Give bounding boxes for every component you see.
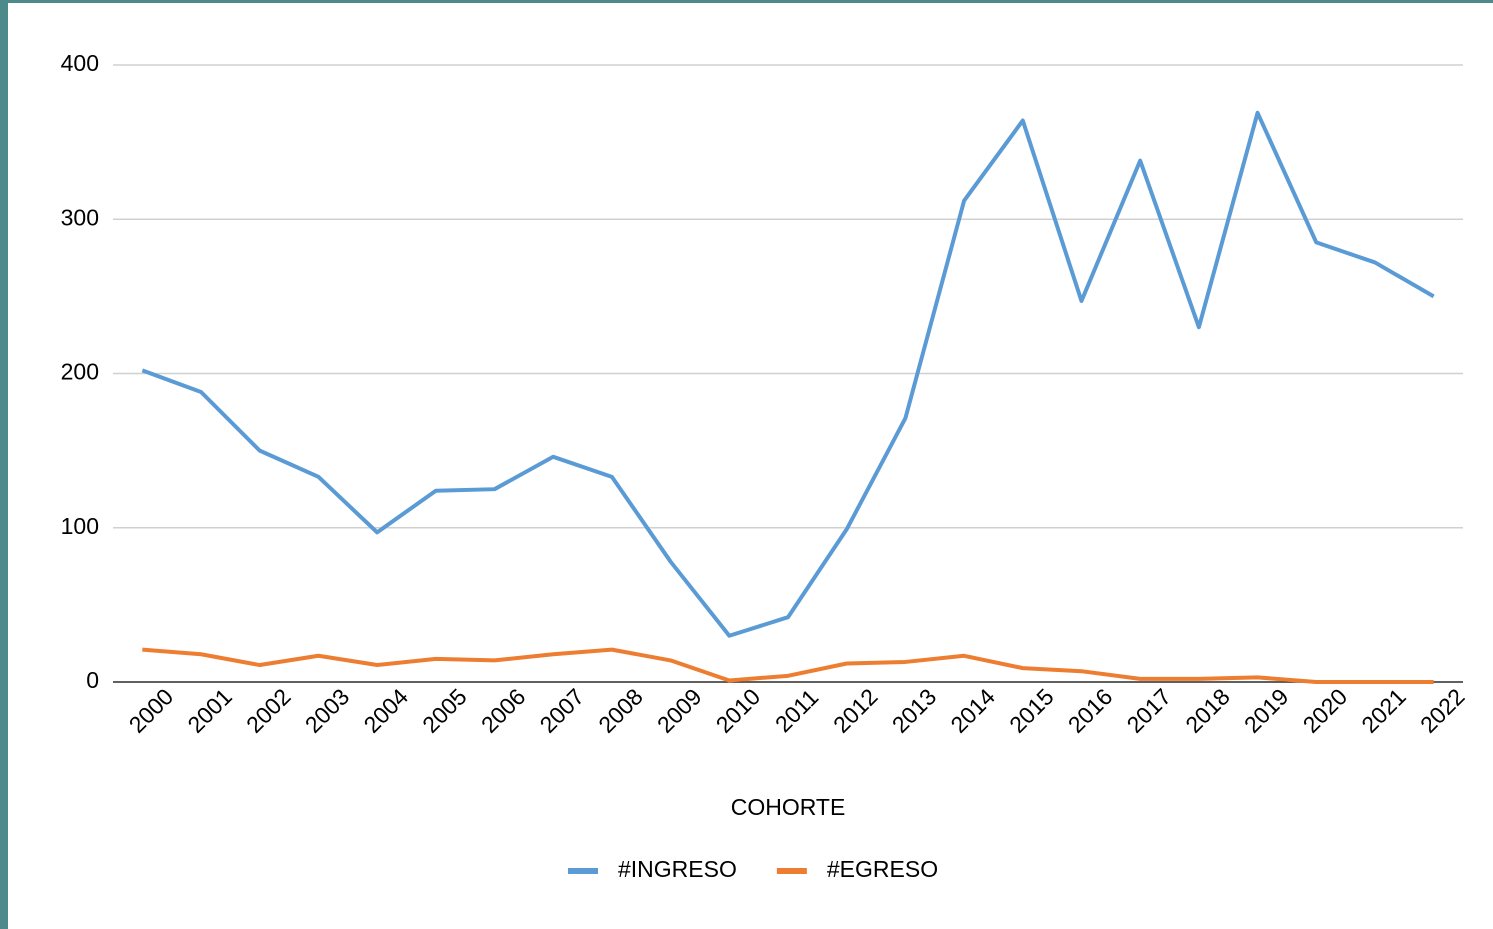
x-tick-label: 2013 — [887, 683, 942, 738]
x-tick-label: 2012 — [828, 683, 883, 738]
x-tick-label: 2014 — [945, 683, 1000, 738]
x-tick-label: 2004 — [358, 683, 413, 738]
x-tick-label: 2011 — [770, 684, 823, 737]
legend-label: #INGRESO — [618, 856, 737, 882]
legend-label: #EGRESO — [827, 856, 938, 882]
x-tick-label: 2010 — [711, 683, 766, 738]
x-tick-label: 2021 — [1356, 683, 1411, 738]
x-tick-label: 2019 — [1239, 683, 1294, 738]
x-tick-label: 2015 — [1004, 683, 1059, 738]
x-tick-label: 2009 — [652, 683, 707, 738]
y-tick-label: 0 — [86, 667, 99, 693]
x-tick-label: 2002 — [241, 683, 296, 738]
x-tick-label: 2022 — [1415, 683, 1470, 738]
x-tick-label: 2000 — [124, 683, 179, 738]
y-tick-label: 300 — [61, 204, 99, 230]
x-tick-label: 2017 — [1122, 683, 1177, 738]
x-tick-label: 2006 — [476, 683, 531, 738]
frame: COHORTE 0 100 200 300 400 2000 2001 2002 2003 200… — [8, 3, 1493, 929]
x-tick-label: 2018 — [1180, 683, 1235, 738]
y-tick-label: 100 — [61, 513, 99, 539]
y-tick-label: 200 — [61, 359, 99, 385]
x-tick-label: 2001 — [182, 683, 237, 738]
x-axis-title: COHORTE — [731, 794, 846, 820]
x-tick-label: 2020 — [1298, 683, 1353, 738]
x-tick-label: 2003 — [300, 683, 355, 738]
x-tick-label: 2007 — [535, 683, 590, 738]
line-series — [141, 110, 1435, 638]
x-tick-label: 2005 — [417, 683, 472, 738]
x-tick-label: 2016 — [1063, 683, 1118, 738]
y-tick-label: 400 — [61, 50, 99, 76]
line-series — [142, 647, 1434, 684]
x-tick-label: 2008 — [593, 683, 648, 738]
